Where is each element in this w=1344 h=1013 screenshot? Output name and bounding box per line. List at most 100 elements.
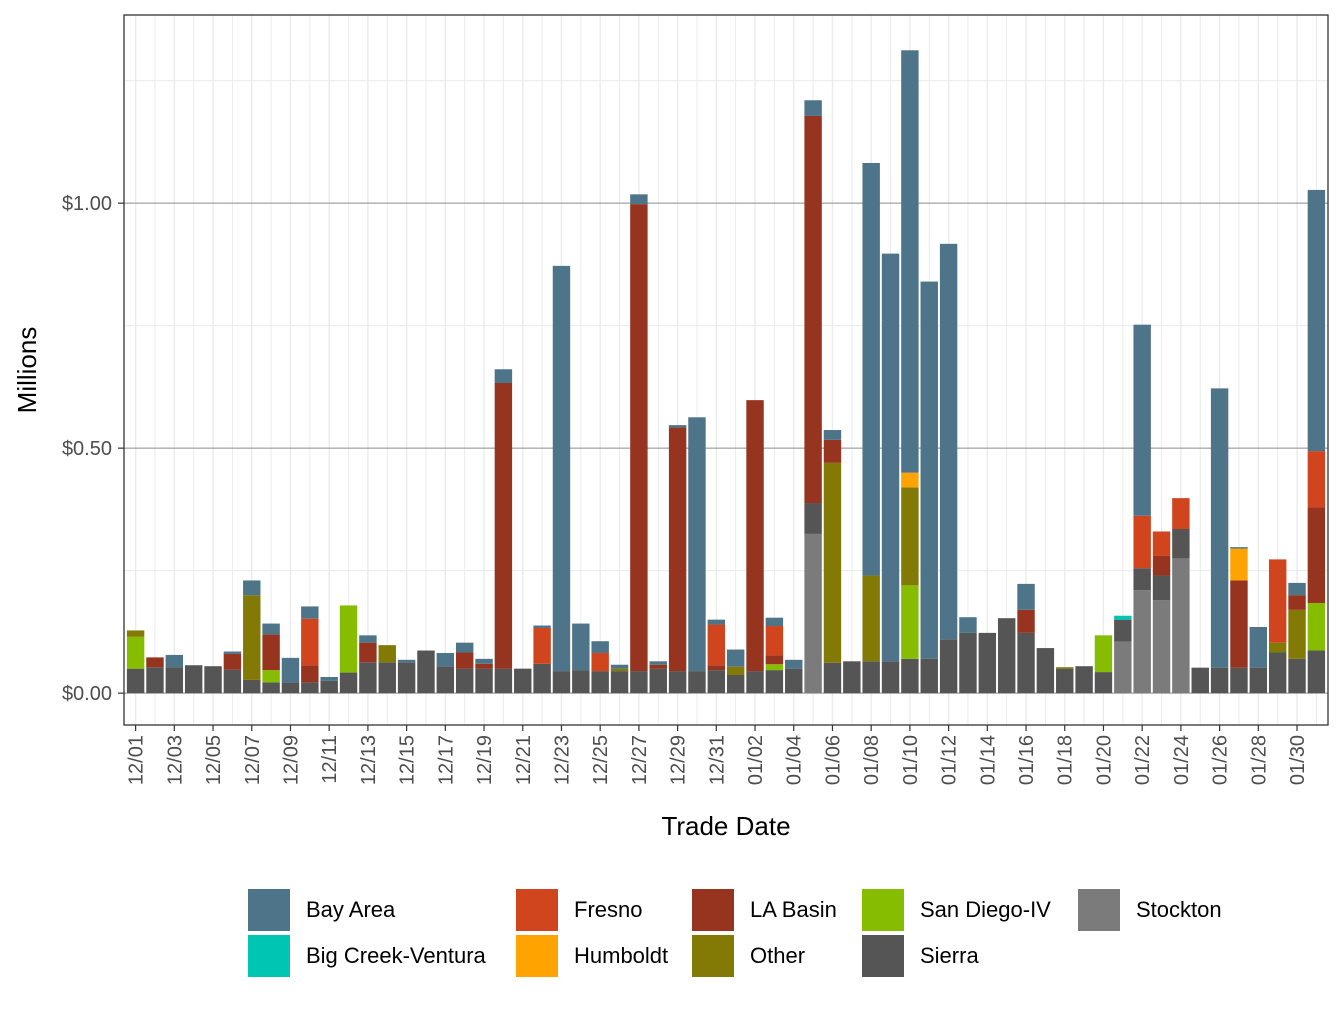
bar-segment xyxy=(630,194,648,205)
bar-segment xyxy=(1036,648,1055,694)
bar-segment xyxy=(881,661,900,694)
bar-segment xyxy=(417,650,435,694)
bar-segment xyxy=(1230,667,1248,694)
bar-segment xyxy=(436,666,455,694)
bar-segment xyxy=(610,664,629,669)
x-tick-label: 12/15 xyxy=(397,735,419,785)
bar-segment xyxy=(843,661,861,694)
bar-segment xyxy=(591,652,609,672)
bar-segment xyxy=(475,658,493,664)
bar-segment xyxy=(1152,600,1171,694)
bar-segment xyxy=(823,439,842,463)
bar-segment xyxy=(785,668,803,694)
x-tick-label: 01/24 xyxy=(1171,735,1193,785)
legend-key xyxy=(1078,889,1120,931)
bar-segment xyxy=(1172,529,1190,559)
bar-segment xyxy=(455,668,474,694)
bar-segment xyxy=(1114,641,1132,694)
bar-segment xyxy=(262,670,280,683)
bar-segment xyxy=(1056,668,1074,694)
legend-key xyxy=(516,935,558,977)
bar-segment xyxy=(668,425,687,428)
bar-segment xyxy=(1094,635,1113,673)
bar-segment xyxy=(1230,548,1248,581)
bar-segment xyxy=(668,427,687,672)
bar-segment xyxy=(591,671,609,694)
bar-segment xyxy=(1094,672,1113,694)
bar-segment xyxy=(301,682,319,694)
bar-segment xyxy=(1056,667,1074,669)
y-tick-label: $0.50 xyxy=(62,438,112,460)
bar-segment xyxy=(262,623,280,635)
bar-segment xyxy=(649,668,667,694)
bar-segment xyxy=(901,658,919,694)
bar-segment xyxy=(649,664,667,669)
x-tick-label: 01/16 xyxy=(1016,735,1038,785)
x-tick-label: 12/23 xyxy=(551,735,573,785)
bar-segment xyxy=(901,472,919,488)
bar-segment xyxy=(320,680,338,694)
bar-segment xyxy=(1114,615,1132,620)
x-tick-label: 12/21 xyxy=(513,735,535,785)
bar-segment xyxy=(707,624,726,666)
bar-segment xyxy=(610,671,629,694)
x-tick-label: 01/14 xyxy=(977,735,999,785)
bar-segment xyxy=(223,653,242,670)
legend-label: Stockton xyxy=(1136,897,1222,922)
bar-segment xyxy=(243,595,261,680)
bar-segment xyxy=(978,632,997,694)
bar-segment xyxy=(726,666,745,676)
bar-segment xyxy=(378,645,396,663)
bar-segment xyxy=(243,580,261,596)
bar-segment xyxy=(862,162,880,576)
bar-segment xyxy=(765,617,784,627)
bar-segment xyxy=(920,658,938,694)
bar-segment xyxy=(688,417,706,672)
x-tick-label: 01/06 xyxy=(822,735,844,785)
bar-segment xyxy=(359,635,377,643)
bar-segment xyxy=(707,670,726,694)
bar-segment xyxy=(939,639,958,694)
legend-key xyxy=(692,889,734,931)
y-tick-label: $0.00 xyxy=(62,683,112,705)
bar-segment xyxy=(1288,609,1306,659)
x-tick-label: 12/01 xyxy=(126,735,148,785)
bar-segment xyxy=(126,668,145,694)
x-tick-label: 12/25 xyxy=(590,735,612,785)
x-tick-label: 01/28 xyxy=(1248,735,1270,785)
x-tick-label: 12/27 xyxy=(629,735,651,785)
bar-segment xyxy=(668,671,687,694)
x-tick-label: 12/19 xyxy=(474,735,496,785)
bar-segment xyxy=(184,665,203,694)
bar-segment xyxy=(436,652,455,667)
bar-segment xyxy=(146,657,164,668)
bar-segment xyxy=(804,533,822,694)
bar-segment xyxy=(1268,642,1287,653)
bar-segment xyxy=(475,663,493,669)
bar-segment xyxy=(494,369,513,383)
x-tick-label: 01/20 xyxy=(1093,735,1115,785)
x-tick-label: 01/04 xyxy=(784,735,806,785)
bar-segment xyxy=(1017,609,1035,633)
bar-segment xyxy=(804,503,822,534)
bar-segment xyxy=(1133,515,1151,569)
x-tick-label: 12/13 xyxy=(358,735,380,785)
bar-segment xyxy=(1210,667,1229,694)
bar-segment xyxy=(630,671,648,694)
legend-label: Sierra xyxy=(920,943,979,968)
legend-key xyxy=(248,935,290,977)
bar-segment xyxy=(552,671,571,694)
bar-segment xyxy=(494,668,513,694)
bar-segment xyxy=(1288,582,1306,596)
bar-segment xyxy=(204,666,222,694)
bar-segment xyxy=(301,618,319,666)
x-tick-label: 01/10 xyxy=(900,735,922,785)
x-tick-label: 01/26 xyxy=(1210,735,1232,785)
bar-segment xyxy=(765,626,784,656)
bar-segment xyxy=(881,253,900,662)
bar-segment xyxy=(1133,590,1151,694)
bar-segment xyxy=(281,682,300,694)
bar-segment xyxy=(688,671,706,694)
legend-key xyxy=(248,889,290,931)
plot-background xyxy=(124,15,1328,725)
